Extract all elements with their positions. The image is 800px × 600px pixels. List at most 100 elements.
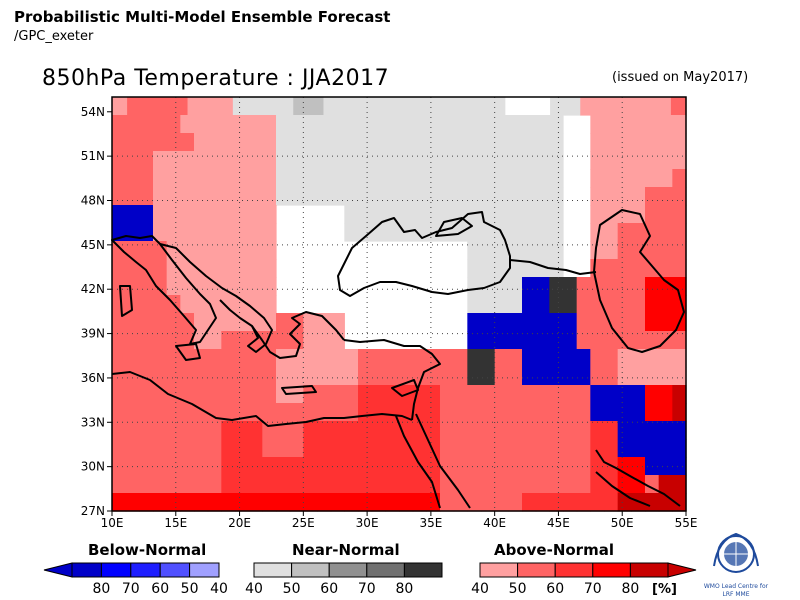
probability-cell	[576, 331, 591, 350]
probability-cell	[453, 403, 468, 422]
legend-unit: [%]	[652, 582, 677, 597]
legend-near-swatch	[253, 562, 293, 578]
probability-cell	[580, 97, 596, 116]
probability-cell	[412, 421, 427, 440]
lat-tick-label: 27N	[81, 504, 105, 518]
probability-cell	[235, 367, 250, 386]
probability-cell	[399, 457, 414, 476]
probability-cell	[303, 313, 318, 332]
probability-cell	[166, 205, 181, 224]
probability-cell	[330, 187, 345, 206]
legend-below-title: Below-Normal	[88, 541, 207, 559]
probability-cell	[358, 349, 373, 368]
probability-cell	[617, 295, 632, 314]
probability-cell	[658, 367, 673, 386]
probability-cell	[371, 349, 386, 368]
probability-cell	[207, 133, 222, 152]
probability-cell	[317, 493, 332, 512]
probability-cell	[467, 169, 482, 188]
probability-cell	[631, 295, 646, 314]
probability-cell	[399, 349, 414, 368]
lon-tick-label: 15E	[164, 516, 187, 530]
probability-cell	[576, 493, 591, 512]
probability-cell	[508, 169, 523, 188]
probability-cell	[508, 277, 523, 296]
probability-cell	[276, 115, 291, 134]
legend-above-title: Above-Normal	[494, 541, 614, 559]
probability-cell	[535, 187, 550, 206]
probability-cell	[262, 277, 277, 296]
probability-cell	[467, 151, 482, 170]
black-sea-coast	[337, 211, 511, 297]
probability-cell	[385, 169, 400, 188]
probability-cell	[358, 385, 373, 404]
probability-cell	[604, 421, 619, 440]
probability-cell	[481, 295, 496, 314]
probability-cell	[125, 367, 140, 386]
probability-cell	[658, 277, 673, 296]
lat-tick-label: 33N	[81, 415, 105, 429]
probability-cell	[440, 133, 455, 152]
probability-cell	[522, 277, 537, 296]
probability-cell	[672, 277, 687, 296]
probability-cell	[672, 457, 687, 476]
probability-cell	[221, 331, 236, 350]
probability-cell	[563, 277, 578, 296]
lon-tick-label: 45E	[547, 516, 570, 530]
probability-cell	[645, 259, 660, 278]
probability-cell	[453, 169, 468, 188]
probability-cell	[426, 367, 441, 386]
probability-cell	[631, 169, 646, 188]
probability-cell	[166, 421, 181, 440]
probability-cell	[672, 421, 687, 440]
probability-cell	[385, 439, 400, 458]
probability-cell	[262, 313, 277, 332]
probability-cell	[522, 403, 537, 422]
probability-cell	[617, 475, 632, 494]
probability-cell	[262, 439, 277, 458]
lat-tick-label: 51N	[81, 149, 105, 163]
probability-cell	[317, 385, 332, 404]
probability-cell	[412, 403, 427, 422]
probability-cell	[481, 385, 496, 404]
probability-cell	[187, 97, 204, 116]
probability-cell	[412, 493, 427, 512]
probability-cell	[508, 367, 523, 386]
probability-cell	[399, 115, 414, 134]
legend-below-label: 80	[92, 581, 110, 597]
probability-cell	[303, 439, 318, 458]
probability-cell	[535, 277, 550, 296]
probability-cell	[303, 151, 318, 170]
probability-cell	[153, 313, 168, 332]
probability-cell	[440, 475, 455, 494]
probability-cell	[139, 421, 154, 440]
probability-cell	[166, 187, 181, 206]
probability-cell	[276, 331, 291, 350]
probability-cell	[112, 457, 127, 476]
sicily-coast	[175, 343, 201, 361]
probability-cell	[494, 493, 509, 512]
probability-cell	[221, 349, 236, 368]
probability-cell	[221, 151, 236, 170]
probability-cell	[262, 457, 277, 476]
probability-cell	[235, 151, 250, 170]
probability-cell	[358, 169, 373, 188]
probability-cell	[590, 493, 605, 512]
probability-cell	[672, 187, 687, 206]
probability-cell	[563, 295, 578, 314]
probability-cell	[604, 133, 619, 152]
probability-cell	[522, 331, 537, 350]
probability-cell	[645, 367, 660, 386]
probability-cell	[153, 493, 168, 512]
probability-cell	[535, 205, 550, 224]
probability-cell	[166, 439, 181, 458]
probability-cell	[276, 475, 291, 494]
probability-cell	[590, 313, 605, 332]
lat-tick-label: 39N	[81, 327, 105, 341]
legend-near-swatch	[291, 562, 330, 578]
probability-cell	[453, 439, 468, 458]
probability-cell	[235, 331, 250, 350]
probability-cell	[194, 259, 209, 278]
probability-cell	[604, 439, 619, 458]
probability-cell	[139, 259, 154, 278]
